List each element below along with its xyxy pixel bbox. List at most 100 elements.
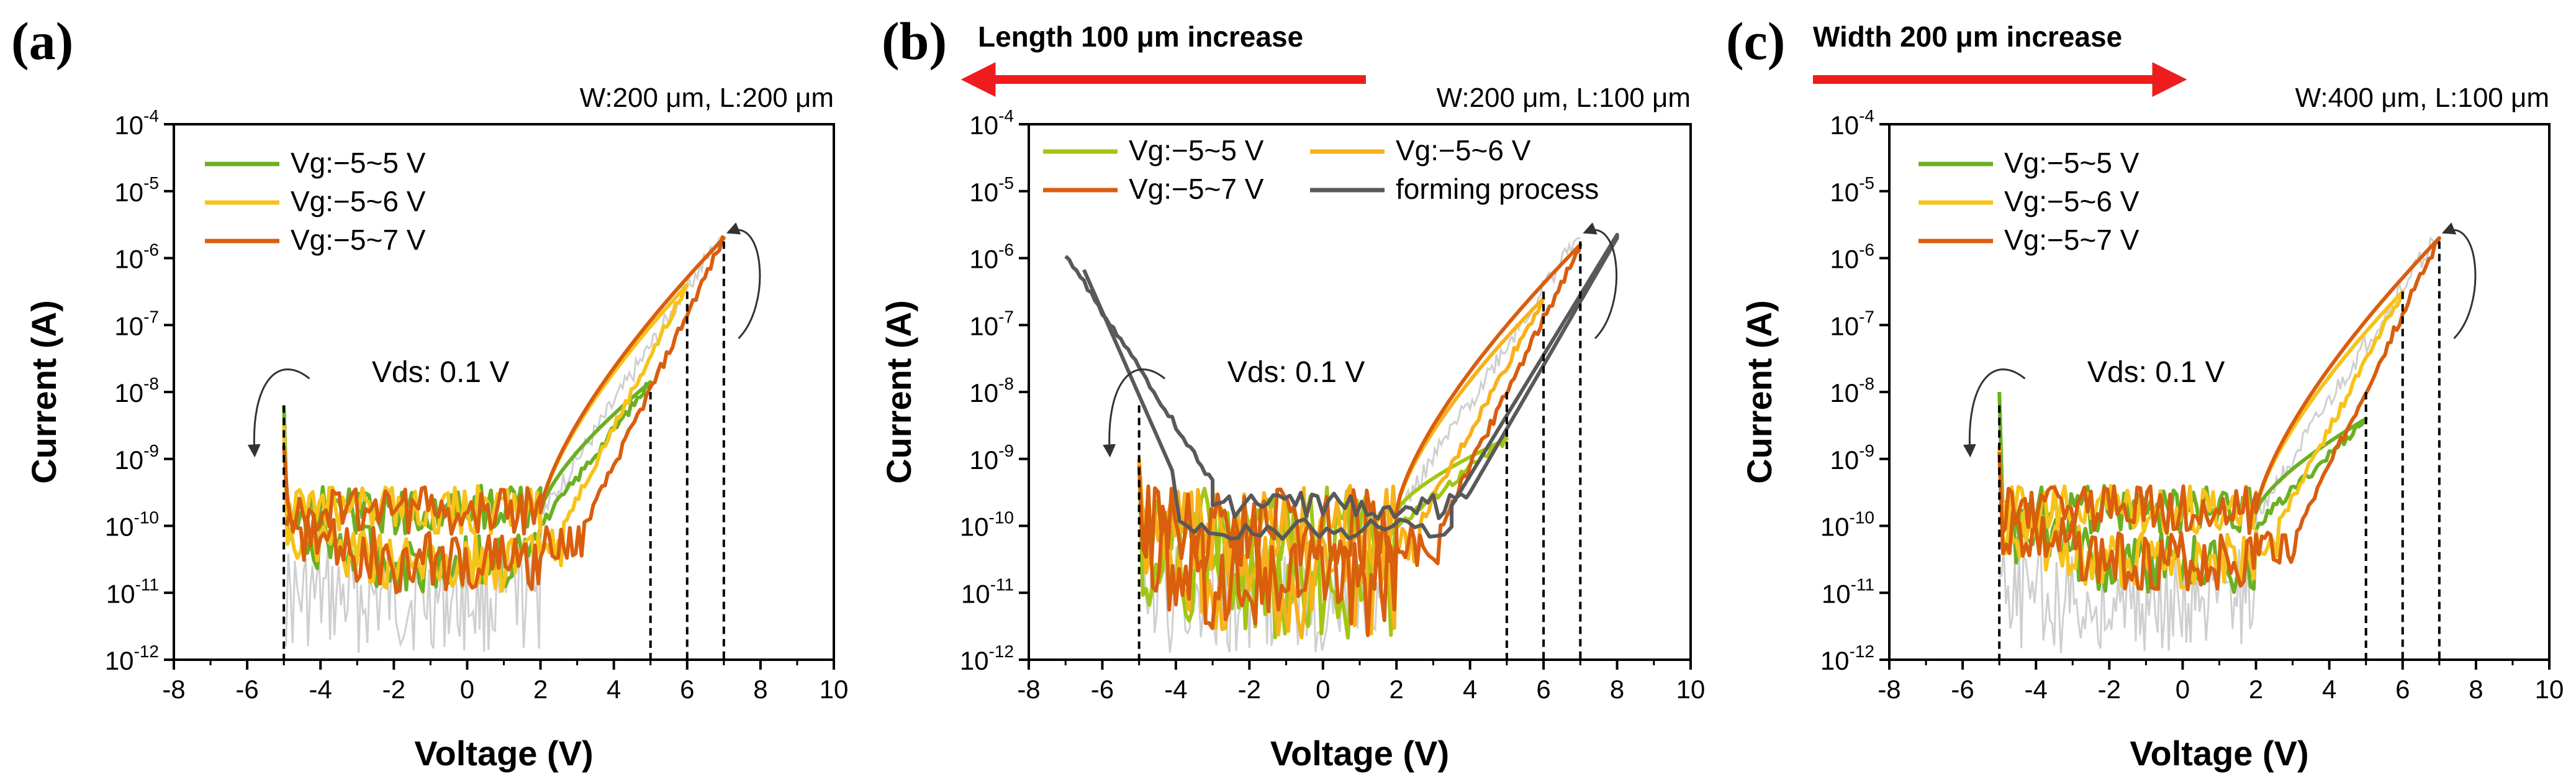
y-tick-label: 10-4 bbox=[969, 106, 1014, 140]
y-tick-label: 10-7 bbox=[114, 307, 159, 340]
x-tick-label: 6 bbox=[680, 675, 694, 704]
x-tick-label: -4 bbox=[2025, 675, 2048, 704]
x-tick-label: -2 bbox=[382, 675, 405, 704]
y-tick-label: 10-11 bbox=[106, 575, 159, 608]
x-axis-title: Voltage (V) bbox=[414, 734, 593, 773]
y-tick-label: 10-5 bbox=[1830, 173, 1874, 207]
x-axis-title: Voltage (V) bbox=[2130, 734, 2308, 773]
x-tick-label: -2 bbox=[2098, 675, 2121, 704]
x-tick-label: 6 bbox=[1536, 675, 1550, 704]
vds-annotation: Vds: 0.1 V bbox=[372, 356, 509, 389]
y-tick-label: 10-12 bbox=[960, 642, 1014, 675]
legend-label-2: Vg:−5~7 V bbox=[291, 224, 426, 256]
y-tick-label: 10-11 bbox=[1822, 575, 1874, 608]
x-tick-label: 2 bbox=[1390, 675, 1404, 704]
y-tick-label: 10-6 bbox=[969, 240, 1014, 274]
vds-annotation: Vds: 0.1 V bbox=[2087, 356, 2225, 389]
x-tick-label: -8 bbox=[162, 675, 185, 704]
legend-label-0: Vg:−5~5 V bbox=[1129, 134, 1264, 166]
series-line-2 bbox=[1137, 242, 1583, 637]
width-increase-arrow: Width 200 μm increase bbox=[1813, 20, 2187, 97]
panel-label: (b) bbox=[882, 11, 947, 71]
y-tick-label: 10-8 bbox=[114, 374, 159, 408]
y-tick-label: 10-12 bbox=[105, 642, 159, 675]
legend-label-2: Vg:−5~7 V bbox=[1129, 173, 1264, 205]
vds-annotation: Vds: 0.1 V bbox=[1227, 356, 1365, 389]
x-tick-label: 8 bbox=[2469, 675, 2483, 704]
y-tick-label: 10-10 bbox=[105, 508, 159, 542]
series-line-3 bbox=[1064, 232, 1619, 541]
legend-label-1: Vg:−5~6 V bbox=[2004, 185, 2140, 217]
curved-arrow-right bbox=[1583, 222, 1617, 339]
x-tick-label: -2 bbox=[1238, 675, 1261, 704]
condition-label: W:200 μm, L:100 μm bbox=[1437, 83, 1691, 113]
x-tick-label: -4 bbox=[1164, 675, 1187, 704]
y-tick-label: 10-5 bbox=[969, 173, 1014, 207]
series-line-1 bbox=[1997, 289, 2405, 590]
y-tick-label: 10-9 bbox=[1830, 441, 1874, 475]
y-tick-label: 10-6 bbox=[114, 240, 159, 274]
length-increase-arrow: Length 100 μm increase bbox=[960, 20, 1366, 97]
y-tick-label: 10-8 bbox=[1830, 374, 1874, 408]
y-tick-label: 10-5 bbox=[114, 173, 159, 207]
y-tick-label: 10-7 bbox=[969, 307, 1014, 340]
y-tick-label: 10-4 bbox=[114, 106, 159, 140]
x-tick-label: -8 bbox=[1878, 675, 1900, 704]
x-tick-label: 10 bbox=[820, 675, 849, 704]
x-tick-label: 0 bbox=[1316, 675, 1330, 704]
x-tick-label: 2 bbox=[533, 675, 548, 704]
x-tick-label: 2 bbox=[2249, 675, 2263, 704]
x-tick-label: -4 bbox=[309, 675, 332, 704]
series-line-2 bbox=[1997, 236, 2441, 591]
y-tick-label: 10-10 bbox=[960, 508, 1014, 542]
legend-label-0: Vg:−5~5 V bbox=[291, 147, 426, 179]
legend-label-1: Vg:−5~6 V bbox=[291, 185, 426, 217]
panel-b: (b) W:200 μm, L:100 μm -8 -6 -4 -2 0 2 4 6 8 10 10-1… bbox=[879, 11, 1705, 773]
condition-label: W:200 μm, L:200 μm bbox=[580, 83, 834, 113]
y-tick-label: 10-11 bbox=[961, 575, 1014, 608]
panel-label: (a) bbox=[11, 11, 73, 71]
background-trace bbox=[1999, 236, 2439, 654]
panel-label: (c) bbox=[1726, 11, 1785, 71]
x-tick-label: -8 bbox=[1017, 675, 1040, 704]
plot-area bbox=[1997, 236, 2441, 654]
legend-label-1: Vg:−5~6 V bbox=[1396, 134, 1531, 166]
y-tick-label: 10-9 bbox=[114, 441, 159, 475]
curved-arrow-left bbox=[247, 368, 310, 458]
series-line-1 bbox=[282, 283, 689, 593]
x-tick-label: 6 bbox=[2395, 675, 2410, 704]
x-tick-label: 0 bbox=[2176, 675, 2190, 704]
y-tick-label: 10-4 bbox=[1830, 106, 1874, 140]
legend-label-0: Vg:−5~5 V bbox=[2004, 147, 2140, 179]
y-tick-label: 10-10 bbox=[1820, 508, 1874, 542]
panel-c: (c) W:400 μm, L:100 μm -8 -6 -4 -2 0 2 4 6 8 10 10-1… bbox=[1726, 11, 2564, 773]
background-trace bbox=[282, 237, 725, 653]
condition-label: W:400 μm, L:100 μm bbox=[2295, 83, 2549, 113]
legend: Vg:−5~5 V Vg:−5~6 V Vg:−5~7 V bbox=[205, 147, 426, 256]
y-tick-label: 10-9 bbox=[969, 441, 1014, 475]
panel-a: (a) W:200 μm, L:200 μm -8 -6 -4 -2 0 2 4 6 8 10 10-1… bbox=[11, 11, 848, 773]
x-axis-title: Voltage (V) bbox=[1270, 734, 1449, 773]
y-axis-title: Current (A) bbox=[879, 300, 918, 484]
x-tick-label: 4 bbox=[2322, 675, 2336, 704]
y-axis-title: Current (A) bbox=[1740, 300, 1779, 484]
x-tick-label: 10 bbox=[2535, 675, 2564, 704]
width-arrow-label: Width 200 μm increase bbox=[1813, 20, 2122, 53]
curved-arrow-left bbox=[1963, 368, 2026, 458]
curved-arrow-right bbox=[726, 222, 761, 339]
plot-area bbox=[1064, 232, 1619, 653]
y-axis-title: Current (A) bbox=[24, 300, 63, 484]
curved-arrow-right bbox=[2441, 222, 2477, 339]
x-tick-label: -6 bbox=[1091, 675, 1114, 704]
legend-label-2: Vg:−5~7 V bbox=[2004, 224, 2140, 256]
x-tick-label: -6 bbox=[235, 675, 258, 704]
x-tick-label: 4 bbox=[1463, 675, 1477, 704]
y-tick-label: 10-6 bbox=[1830, 240, 1874, 274]
length-arrow-label: Length 100 μm increase bbox=[978, 20, 1303, 53]
x-tick-label: 0 bbox=[460, 675, 474, 704]
x-tick-label: 8 bbox=[1610, 675, 1624, 704]
series-line-1 bbox=[1137, 296, 1546, 640]
series-line-2 bbox=[282, 235, 726, 594]
curved-arrow-left bbox=[1103, 368, 1166, 458]
